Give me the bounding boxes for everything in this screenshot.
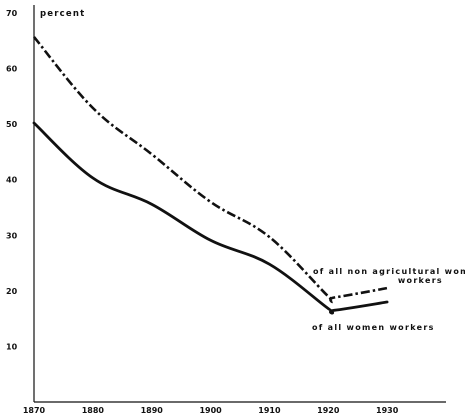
series-label-all-women-workers: of all women workers [312, 323, 435, 332]
series-label-non-agricultural-line-1: of all non agricultural women [313, 267, 465, 276]
y-axis-unit-label: percent [40, 9, 85, 19]
y-tick-label: 70 [6, 9, 18, 18]
x-tick-label: 1930 [376, 406, 399, 415]
x-tick-label: 1910 [258, 406, 281, 415]
y-tick-label: 40 [6, 176, 18, 185]
y-tick-label: 60 [6, 65, 18, 74]
series-label-non-agricultural-line-2: workers [398, 276, 443, 285]
chart-axes [33, 5, 446, 403]
x-tick-label: 1920 [317, 406, 340, 415]
x-tick-label: 1900 [199, 406, 222, 415]
series-line-all-women-workers [32, 121, 389, 315]
y-tick-label: 50 [6, 120, 18, 129]
series-line-non-agricultural-women-workers [32, 36, 388, 304]
tick-labels: 10 20 30 40 50 60 70 1870 1880 1890 1900 1910 1920 19… [6, 9, 399, 415]
x-tick-label: 1880 [82, 406, 105, 415]
y-tick-label: 20 [6, 287, 18, 296]
y-tick-label: 30 [6, 231, 18, 240]
series-lines [32, 36, 389, 315]
x-tick-label: 1870 [23, 406, 46, 415]
y-tick-label: 10 [6, 342, 18, 351]
x-tick-label: 1890 [141, 406, 164, 415]
